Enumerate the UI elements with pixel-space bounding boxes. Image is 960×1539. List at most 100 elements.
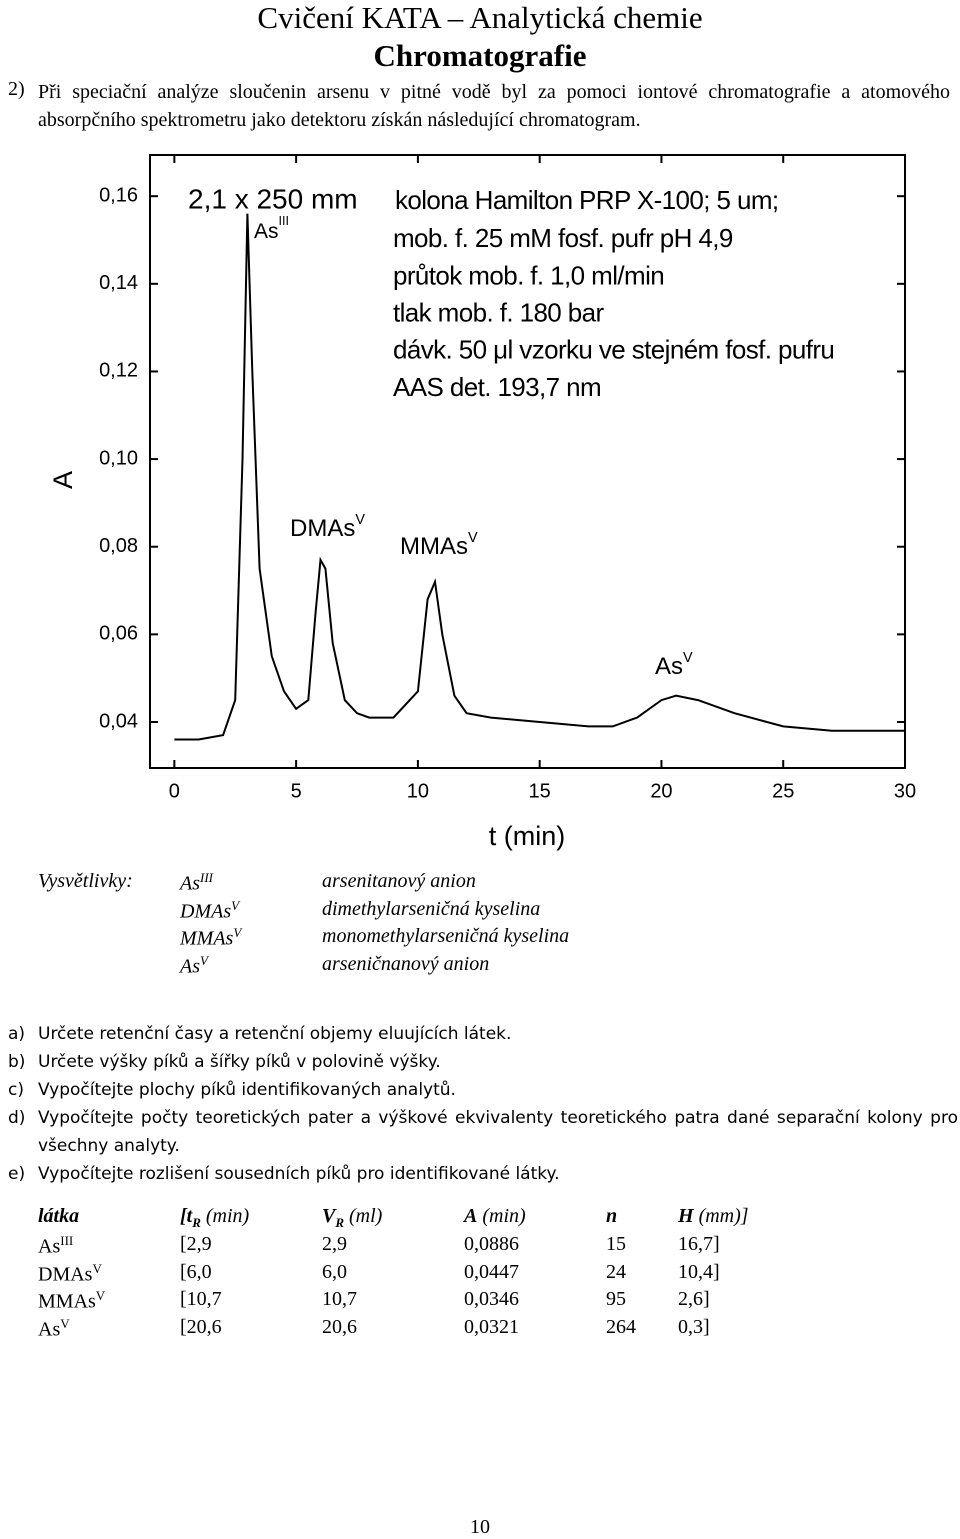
- x-tick-label: 30: [894, 780, 916, 802]
- task-text: Vypočítejte počty teoretických pater a v…: [38, 1108, 958, 1156]
- header-unit: (min): [200, 1205, 250, 1227]
- header-main: [t: [180, 1205, 193, 1227]
- analyte-sup: III: [60, 1233, 74, 1248]
- task-label: d): [8, 1108, 26, 1128]
- legend-symbol: AsIII: [180, 870, 213, 896]
- peak-label: AsV: [655, 650, 693, 681]
- symbol-sup: III: [200, 870, 213, 885]
- table-cell: [2,9: [180, 1233, 212, 1255]
- table-header-cell: A (min): [464, 1205, 526, 1228]
- table-header-cell: [tR (min): [180, 1205, 249, 1231]
- legend-text: dimethylarseničná kyselina: [322, 897, 541, 920]
- task-text: Vypočítejte plochy píků identifikovaných…: [38, 1080, 456, 1100]
- chromatogram-line: [174, 213, 905, 741]
- question-text: Při speciační analýze sloučenin arsenu v…: [38, 81, 950, 131]
- table-cell: 0,0346: [464, 1288, 519, 1311]
- analyte-base: As: [38, 1318, 61, 1341]
- header-main: látka: [38, 1205, 80, 1227]
- table-cell: 0,0447: [464, 1260, 519, 1283]
- table-cell: 0,0321: [464, 1316, 519, 1339]
- y-axis-label: A: [48, 471, 78, 489]
- y-tick-label: 0,08: [99, 535, 138, 557]
- x-axis-label: t (min): [489, 821, 566, 851]
- task-label: b): [8, 1052, 26, 1072]
- condition: dávk. 50 μl vzorku ve stejném fosf. pufr…: [393, 335, 834, 365]
- condition: tlak mob. f. 180 bar: [393, 297, 605, 327]
- peak-label-sup: V: [683, 650, 693, 666]
- peak-label-base: As: [254, 220, 279, 243]
- task-label: e): [8, 1164, 26, 1184]
- title: Cvičení KATA – Analytická chemie: [257, 0, 703, 35]
- table-cell: 16,7]: [678, 1233, 720, 1255]
- table-cell: 264: [606, 1316, 636, 1339]
- table-cell: AsV: [38, 1316, 70, 1342]
- symbol-base: MMAs: [180, 928, 234, 951]
- table-cell: 95: [606, 1288, 626, 1311]
- symbol-base: As: [180, 872, 200, 895]
- table-cell: [10,7: [180, 1288, 222, 1311]
- table-header-cell: VR (ml): [322, 1205, 382, 1231]
- peak-label: AsIII: [254, 214, 289, 242]
- table-cell: 20,6: [322, 1316, 357, 1339]
- x-tick-label: 10: [407, 780, 429, 802]
- header-unit: (mm)]: [693, 1205, 749, 1227]
- plot-frame: [149, 154, 906, 769]
- legend-title: Vysvětlivky:: [38, 870, 133, 892]
- legend-text: monomethylarseničná kyselina: [322, 925, 570, 948]
- analyte-base: As: [38, 1235, 61, 1258]
- page-number: 10: [470, 1516, 490, 1538]
- symbol-sup: V: [233, 925, 242, 941]
- table-cell: 24: [606, 1260, 626, 1283]
- table-header-cell: n: [606, 1205, 617, 1228]
- y-tick-label: 0,16: [99, 184, 138, 206]
- question-number: 2): [8, 78, 25, 100]
- task-text: Určete retenční časy a retenční objemy e…: [38, 1024, 512, 1044]
- task-text: Určete výšky píků a šířky píků v polovin…: [38, 1052, 441, 1072]
- header-unit: (ml): [344, 1205, 383, 1227]
- y-tick-label: 0,14: [99, 272, 138, 294]
- task-label: a): [8, 1024, 26, 1044]
- table-cell: 10,4]: [678, 1260, 720, 1283]
- header-main: V: [322, 1205, 336, 1227]
- analyte-sup: V: [92, 1260, 102, 1276]
- legend-symbol: AsV: [180, 953, 208, 979]
- table-header-cell: látka: [38, 1205, 79, 1228]
- y-tick-label: 0,12: [99, 360, 138, 382]
- table-cell: 0,3]: [678, 1316, 710, 1339]
- peak-label: DMAsV: [290, 512, 365, 543]
- legend-symbol: MMAsV: [180, 925, 241, 951]
- table-cell: [6,0: [180, 1260, 212, 1283]
- table-cell: AsIII: [38, 1233, 73, 1259]
- task-label: c): [8, 1080, 24, 1100]
- header-unit: (min): [477, 1205, 526, 1227]
- y-tick-label: 0,04: [99, 710, 138, 732]
- condition: AAS det. 193,7 nm: [393, 372, 601, 402]
- header-sub: R: [335, 1215, 345, 1230]
- condition: mob. f. 25 mM fosf. pufr pH 4,9: [393, 223, 733, 253]
- peak-label-sup: III: [279, 214, 290, 228]
- table-header-cell: H (mm)]: [678, 1205, 749, 1228]
- header-main: n: [606, 1205, 618, 1227]
- table-cell: [20,6: [180, 1316, 222, 1339]
- header-main: A: [464, 1205, 478, 1227]
- peak-label-base: MMAs: [400, 533, 468, 560]
- x-tick-label: 15: [529, 780, 551, 802]
- table-cell: 6,0: [322, 1260, 347, 1283]
- column-info: 2,1 x 250 mm: [188, 183, 358, 214]
- legend-text: arsenitanový anion: [322, 870, 476, 892]
- analyte-base: DMAs: [38, 1263, 93, 1286]
- symbol-base: As: [180, 955, 200, 978]
- subtitle: Chromatografie: [373, 38, 587, 73]
- analyte-base: MMAs: [38, 1291, 96, 1314]
- table-cell: 2,9: [322, 1233, 347, 1255]
- analyte-sup: V: [60, 1316, 70, 1332]
- legend-symbol: DMAsV: [180, 898, 239, 924]
- chart: 0 5 10 15 20 25 30 0,04 0,06 0,08 0,10 0,12 0,14 0,16…: [48, 154, 916, 851]
- y-tick-label: 0,10: [99, 447, 138, 469]
- task-text: Vypočítejte rozlišení sousedních píků pr…: [38, 1164, 560, 1184]
- x-tick-label: 0: [169, 780, 180, 802]
- x-tick-label: 5: [291, 780, 302, 802]
- symbol-sup: V: [200, 953, 208, 969]
- symbol-base: DMAs: [180, 900, 232, 923]
